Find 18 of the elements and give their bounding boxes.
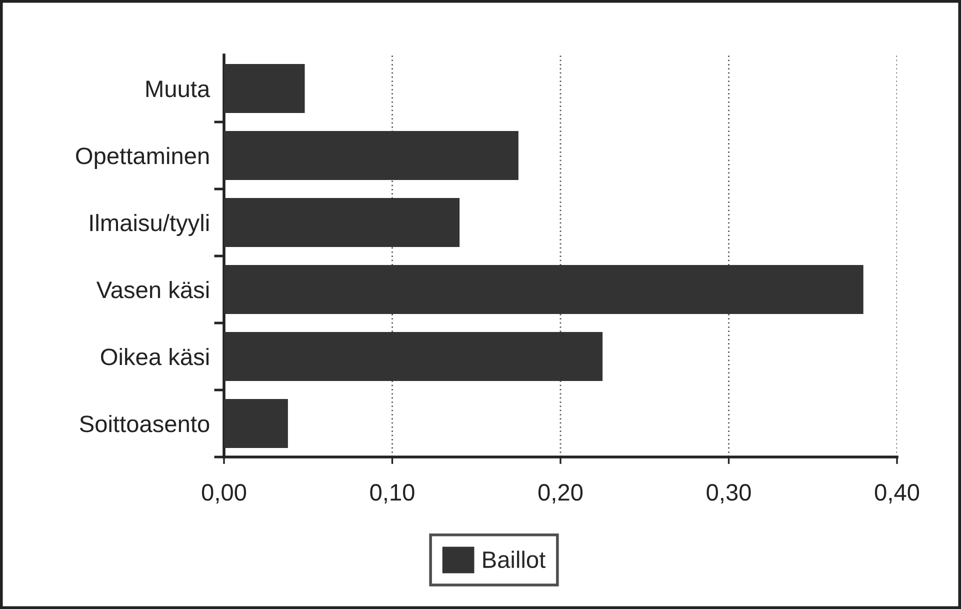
y-tick-label: Muuta [146,80,210,98]
bar [224,265,864,314]
y-tick-label: Ilmaisu/tyyli [90,214,209,236]
y-tick-label: Soittoasento [80,414,210,432]
bar [224,198,460,247]
x-tick-label: 0,40 [874,484,920,504]
x-tick-label: 0,10 [370,484,414,504]
bar [224,131,518,180]
x-tick-label: 0,30 [706,484,751,504]
y-tick-label: Opettaminen [76,146,209,169]
y-tick-label: Oikea käsi [101,348,209,366]
x-tick-label: 0,00 [202,484,246,504]
legend-label: Baillot [483,550,546,568]
bar [224,399,288,448]
bar [224,332,603,381]
bar [224,64,305,113]
x-tick-label: 0,20 [538,484,583,504]
y-tick-label: Vasen käsi [96,280,209,298]
